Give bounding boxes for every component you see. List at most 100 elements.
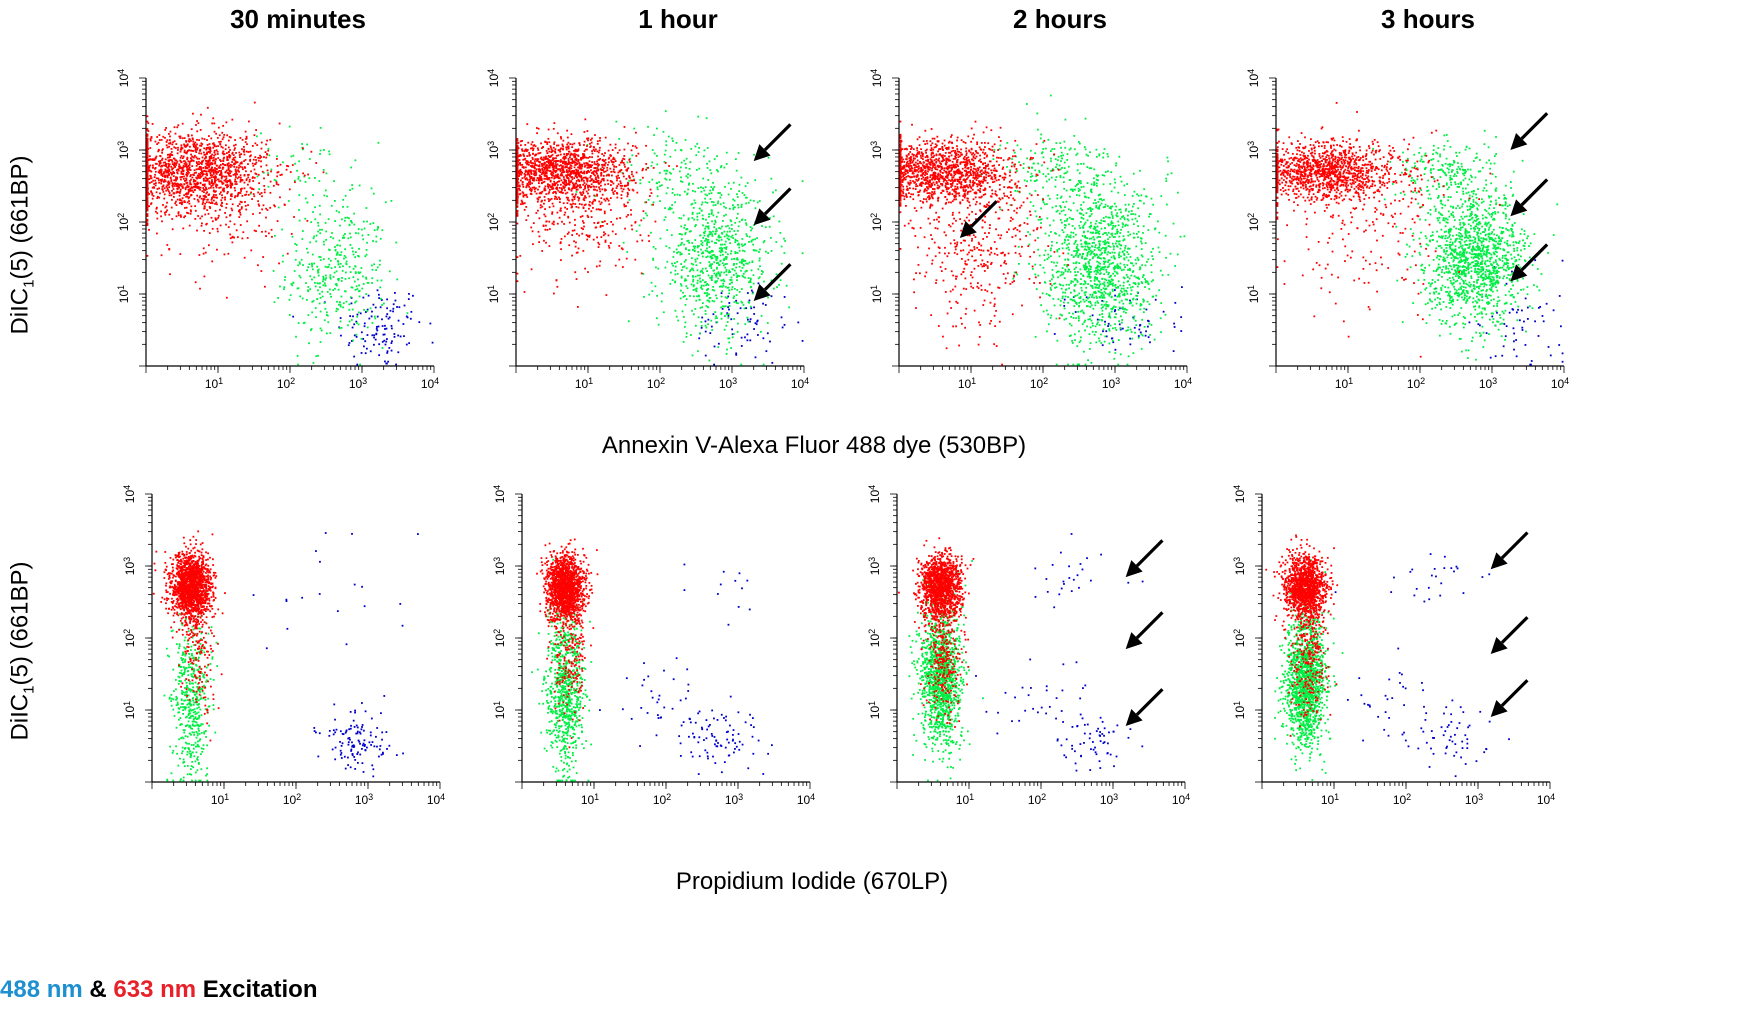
live-data-point	[524, 178, 527, 181]
live-data-point	[158, 149, 160, 152]
live-data-point	[179, 188, 182, 191]
live-data-point	[255, 161, 258, 164]
live-data-point	[579, 167, 581, 170]
live-data-point	[199, 171, 202, 174]
apoptotic-data-point	[736, 239, 739, 242]
live-data-point	[227, 185, 230, 188]
live-data-point	[614, 233, 617, 236]
live-data-point	[535, 168, 538, 171]
live-data-point	[521, 149, 524, 152]
live-data-point	[193, 185, 196, 188]
live-data-point	[528, 185, 531, 188]
live-data-point	[549, 180, 552, 183]
live-data-point	[599, 190, 602, 193]
live-data-point	[597, 169, 599, 172]
live-data-point	[536, 177, 539, 179]
live-data-point	[293, 181, 296, 184]
live-data-point	[567, 182, 569, 185]
live-data-point	[227, 191, 229, 193]
apoptotic-data-point	[349, 271, 352, 274]
live-data-point	[265, 143, 268, 146]
live-data-point	[310, 150, 313, 153]
apoptotic-data-point	[350, 286, 353, 289]
live-data-point	[577, 171, 580, 174]
live-data-point	[167, 162, 170, 165]
apoptotic-data-point	[319, 126, 322, 129]
live-data-point	[146, 200, 149, 203]
apoptotic-data-point	[671, 192, 674, 194]
live-data-point	[248, 178, 251, 181]
y-tick-label: 103	[486, 141, 501, 159]
dead-data-point	[350, 302, 353, 305]
live-data-point	[205, 155, 207, 158]
dead-data-point	[405, 343, 408, 346]
apoptotic-data-point	[685, 335, 688, 338]
live-data-point	[578, 179, 581, 182]
apoptotic-data-point	[312, 211, 314, 213]
apoptotic-data-point	[725, 258, 728, 260]
apoptotic-data-point	[650, 281, 653, 284]
apoptotic-data-point	[301, 230, 304, 232]
dead-data-point	[347, 344, 350, 347]
live-data-point	[171, 182, 174, 184]
live-data-point	[219, 159, 221, 161]
live-data-point	[544, 228, 547, 231]
live-data-point	[586, 214, 589, 217]
live-data-point	[180, 170, 183, 173]
apoptotic-data-point	[763, 240, 766, 242]
live-data-point	[580, 193, 582, 196]
y-tick-label: 102	[486, 213, 501, 231]
dead-data-point	[704, 320, 707, 323]
apoptotic-data-point	[690, 230, 692, 233]
dead-data-point	[754, 356, 757, 359]
apoptotic-data-point	[724, 285, 727, 288]
live-data-point	[260, 165, 263, 168]
apoptotic-data-point	[377, 141, 380, 144]
live-data-point	[238, 176, 240, 179]
apoptotic-data-point	[700, 284, 703, 287]
apoptotic-data-point	[719, 251, 722, 254]
apoptotic-data-point	[722, 202, 725, 204]
live-data-point	[529, 177, 532, 180]
apoptotic-data-point	[715, 272, 718, 275]
live-data-point	[561, 160, 563, 163]
apoptotic-data-point	[747, 277, 750, 279]
apoptotic-data-point	[715, 297, 718, 300]
live-data-point	[235, 161, 238, 164]
apoptotic-data-point	[730, 236, 733, 238]
apoptotic-data-point	[295, 335, 297, 338]
apoptotic-data-point	[307, 290, 310, 293]
live-data-point	[610, 154, 612, 157]
apoptotic-data-point	[698, 212, 701, 215]
apoptotic-data-point	[702, 236, 705, 239]
live-data-point	[542, 166, 545, 169]
live-data-point	[539, 179, 542, 182]
live-data-point	[595, 265, 598, 268]
live-data-point	[168, 181, 171, 184]
live-data-point	[526, 196, 529, 198]
live-data-point	[583, 225, 585, 228]
live-data-point	[668, 165, 670, 167]
apoptotic-data-point	[302, 264, 304, 266]
apoptotic-data-point	[729, 279, 732, 281]
live-data-point	[558, 164, 561, 167]
live-data-point	[183, 137, 186, 139]
live-data-point	[196, 130, 199, 133]
live-data-point	[219, 173, 222, 176]
live-data-point	[221, 189, 224, 192]
live-data-point	[601, 225, 604, 227]
dead-data-point	[376, 289, 379, 292]
live-data-point	[588, 203, 590, 206]
apoptotic-data-point	[334, 246, 336, 248]
live-data-point	[151, 193, 154, 196]
live-data-point	[567, 145, 570, 148]
dead-data-point	[391, 340, 393, 343]
live-data-point	[217, 171, 220, 173]
live-data-point	[572, 210, 575, 213]
live-data-point	[561, 167, 564, 170]
apoptotic-data-point	[754, 207, 757, 210]
live-data-point	[612, 161, 615, 164]
live-data-point	[556, 198, 559, 201]
live-data-point	[231, 182, 234, 185]
